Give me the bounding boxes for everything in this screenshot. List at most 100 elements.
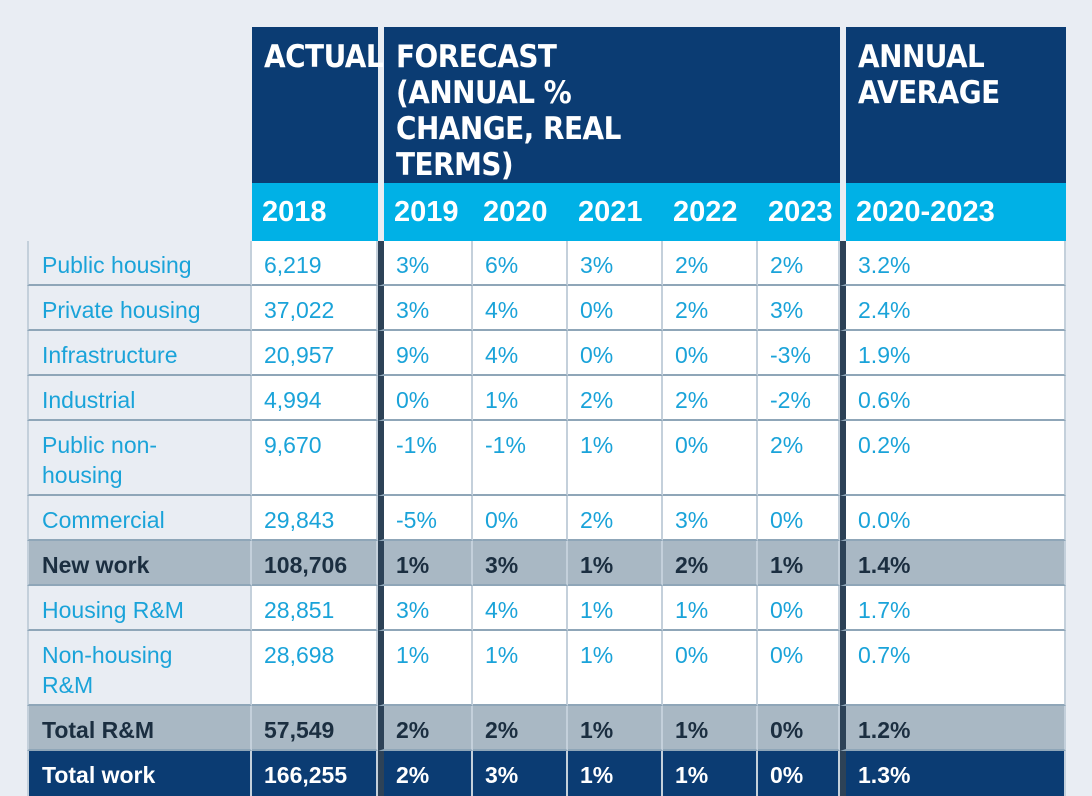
header-year-2023: 2023 (758, 183, 841, 241)
cell-value: 57,549 (252, 706, 378, 751)
cell-value: 37,022 (252, 286, 378, 331)
cell-value: 0% (663, 421, 758, 496)
cell-value: 0.7% (840, 631, 1067, 706)
header-year-row: 2018 2019 2020 2021 2022 2023 2020-2023 (27, 183, 1067, 241)
cell-value: 1% (568, 541, 663, 586)
cell-value: 2% (473, 706, 568, 751)
header-year-2019: 2019 (378, 183, 473, 241)
cell-value: 2% (568, 496, 663, 541)
cell-value: -3% (758, 331, 841, 376)
cell-value: 1% (568, 751, 663, 796)
cell-value: 2% (663, 286, 758, 331)
cell-value: 3% (568, 241, 663, 286)
cell-value: 2% (568, 376, 663, 421)
cell-value: 0% (758, 631, 841, 706)
cell-value: 20,957 (252, 331, 378, 376)
cell-value: 1% (568, 631, 663, 706)
cell-value: 3.2% (840, 241, 1067, 286)
row-label: Non-housing R&M (27, 631, 252, 706)
cell-value: 2% (378, 706, 473, 751)
header-year-2021: 2021 (568, 183, 663, 241)
cell-value: 29,843 (252, 496, 378, 541)
cell-value: 2% (758, 241, 841, 286)
cell-value: 2% (663, 376, 758, 421)
cell-value: 28,851 (252, 586, 378, 631)
cell-value: 1% (568, 706, 663, 751)
cell-value: 3% (663, 496, 758, 541)
cell-value: 0% (378, 376, 473, 421)
row-label: Private housing (27, 286, 252, 331)
cell-value: 2% (663, 241, 758, 286)
table-row: Public housing 6,219 3% 6% 3% 2% 2% 3.2% (27, 241, 1067, 286)
cell-value: 1% (473, 376, 568, 421)
cell-value: 1% (378, 631, 473, 706)
cell-value: 0% (758, 586, 841, 631)
header-year-2018: 2018 (252, 183, 378, 241)
cell-value: 1% (473, 631, 568, 706)
header-group-forecast: FORECAST (ANNUAL % CHANGE, REAL TERMS) (378, 27, 841, 183)
cell-value: 1.7% (840, 586, 1067, 631)
cell-value: 2% (378, 751, 473, 796)
header-group-annual-average: ANNUAL AVERAGE (840, 27, 1067, 183)
row-label: New work (27, 541, 252, 586)
cell-value: 4% (473, 286, 568, 331)
cell-value: 0% (473, 496, 568, 541)
cell-value: 1.4% (840, 541, 1067, 586)
header-year-2022: 2022 (663, 183, 758, 241)
cell-value: 3% (378, 241, 473, 286)
header-year-2020-2023: 2020-2023 (840, 183, 1067, 241)
cell-value: -2% (758, 376, 841, 421)
cell-value: 0% (758, 706, 841, 751)
table-row: Commercial 29,843 -5% 0% 2% 3% 0% 0.0% (27, 496, 1067, 541)
row-label: Infrastructure (27, 331, 252, 376)
cell-value: 3% (758, 286, 841, 331)
row-label: Total R&M (27, 706, 252, 751)
cell-value: 1% (663, 586, 758, 631)
cell-value: 1% (568, 586, 663, 631)
table-row: Total R&M 57,549 2% 2% 1% 1% 0% 1.2% (27, 706, 1067, 751)
cell-value: 3% (378, 586, 473, 631)
table-body: Public housing 6,219 3% 6% 3% 2% 2% 3.2% Private… (27, 241, 1067, 796)
header-year-2020: 2020 (473, 183, 568, 241)
table-row: Housing R&M 28,851 3% 4% 1% 1% 0% 1.7% (27, 586, 1067, 631)
cell-value: 0% (758, 751, 841, 796)
cell-value: 2% (663, 541, 758, 586)
cell-value: 1% (663, 706, 758, 751)
cell-value: 6,219 (252, 241, 378, 286)
cell-value: 4% (473, 586, 568, 631)
table-row: Non-housing R&M 28,698 1% 1% 1% 0% 0% 0.7% (27, 631, 1067, 706)
cell-value: 3% (378, 286, 473, 331)
forecast-table-container: ACTUAL FORECAST (ANNUAL % CHANGE, REAL T… (27, 27, 1067, 796)
row-label: Commercial (27, 496, 252, 541)
table-row: Industrial 4,994 0% 1% 2% 2% -2% 0.6% (27, 376, 1067, 421)
cell-value: 1.9% (840, 331, 1067, 376)
cell-value: 0% (758, 496, 841, 541)
cell-value: 6% (473, 241, 568, 286)
construction-output-table: ACTUAL FORECAST (ANNUAL % CHANGE, REAL T… (27, 27, 1067, 796)
table-row: Private housing 37,022 3% 4% 0% 2% 3% 2.4% (27, 286, 1067, 331)
cell-value: 0.0% (840, 496, 1067, 541)
cell-value: 9,670 (252, 421, 378, 496)
cell-value: 1% (568, 421, 663, 496)
table-row: Public non-housing 9,670 -1% -1% 1% 0% 2% 0.2% (27, 421, 1067, 496)
cell-value: 9% (378, 331, 473, 376)
cell-value: 108,706 (252, 541, 378, 586)
cell-value: 1% (663, 751, 758, 796)
header-year-blank (27, 183, 252, 241)
cell-value: 0% (663, 631, 758, 706)
table-row: Infrastructure 20,957 9% 4% 0% 0% -3% 1.9% (27, 331, 1067, 376)
cell-value: -1% (473, 421, 568, 496)
cell-value: 2% (758, 421, 841, 496)
cell-value: 0% (568, 331, 663, 376)
cell-value: 166,255 (252, 751, 378, 796)
cell-value: 28,698 (252, 631, 378, 706)
row-label: Public non-housing (27, 421, 252, 496)
cell-value: 4% (473, 331, 568, 376)
cell-value: 3% (473, 541, 568, 586)
row-label: Housing R&M (27, 586, 252, 631)
cell-value: 3% (473, 751, 568, 796)
header-group-blank (27, 27, 252, 183)
cell-value: 1% (758, 541, 841, 586)
header-group-actual: ACTUAL (252, 27, 384, 183)
cell-value: -1% (378, 421, 473, 496)
